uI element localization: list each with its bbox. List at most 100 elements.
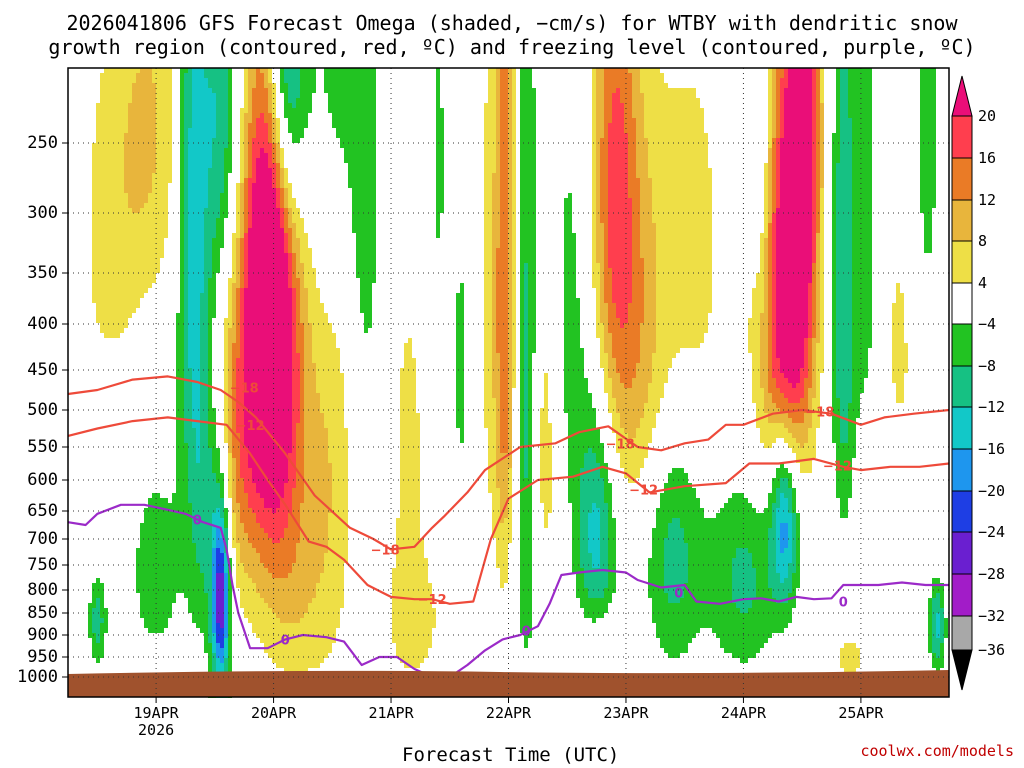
omega-cell	[180, 228, 184, 233]
omega-cell	[212, 628, 216, 633]
omega-cell	[508, 408, 512, 413]
omega-cell	[508, 73, 512, 78]
omega-cell	[812, 208, 816, 213]
omega-cell	[100, 633, 104, 638]
omega-cell	[524, 273, 528, 278]
omega-cell	[592, 143, 596, 148]
omega-cell	[456, 393, 464, 398]
omega-cell	[188, 358, 200, 363]
omega-cell	[208, 428, 216, 433]
omega-cell	[520, 473, 524, 478]
grid-layer	[62, 68, 949, 703]
omega-cell	[768, 378, 776, 383]
omega-cell	[184, 113, 192, 118]
omega-cell	[228, 363, 232, 368]
omega-cell	[920, 113, 936, 118]
omega-cell	[496, 403, 500, 408]
omega-cell	[184, 238, 188, 243]
omega-cell	[832, 218, 836, 223]
omega-cell	[216, 643, 220, 648]
omega-cell	[184, 213, 188, 218]
omega-cell	[768, 153, 772, 158]
omega-cell	[632, 208, 640, 213]
omega-cell	[524, 313, 528, 318]
omega-cell	[140, 603, 172, 608]
omega-cell	[400, 468, 420, 473]
omega-cell	[848, 98, 872, 103]
omega-cell	[456, 318, 464, 323]
omega-cell	[272, 98, 276, 103]
omega-cell	[284, 203, 288, 208]
omega-cell	[320, 578, 344, 583]
omega-cell	[192, 523, 212, 528]
omega-cell	[176, 483, 188, 488]
omega-cell	[252, 203, 276, 208]
omega-cell	[628, 68, 640, 73]
omega-cell	[816, 273, 820, 278]
omega-cell	[768, 108, 772, 113]
omega-cell	[608, 578, 616, 583]
omega-cell	[544, 373, 548, 378]
omega-cell	[644, 118, 704, 123]
omega-cell	[152, 188, 168, 193]
omega-cell	[500, 493, 508, 498]
omega-cell	[832, 188, 836, 193]
omega-cell	[732, 563, 752, 568]
omega-cell	[580, 508, 592, 513]
omega-cell	[500, 218, 508, 223]
omega-cell	[616, 308, 628, 313]
omega-cell	[808, 333, 812, 338]
omega-cell	[580, 598, 612, 603]
omega-cell	[500, 78, 508, 83]
omega-cell	[600, 198, 608, 203]
omega-cell	[564, 273, 576, 278]
omega-cell	[564, 303, 580, 308]
omega-cell	[840, 113, 848, 118]
omega-cell	[600, 513, 608, 518]
omega-cell	[588, 518, 600, 523]
omega-cell	[192, 413, 200, 418]
omega-cell	[820, 263, 824, 268]
omega-cell	[644, 298, 656, 303]
omega-cell	[200, 453, 212, 458]
omega-cell	[236, 493, 248, 498]
omega-cell	[528, 348, 536, 353]
omega-cell	[588, 538, 600, 543]
omega-cell	[352, 223, 376, 228]
omega-cell	[920, 103, 936, 108]
omega-cell	[304, 368, 316, 373]
omega-cell	[396, 538, 424, 543]
omega-cell	[228, 663, 232, 668]
omega-cell	[244, 363, 292, 368]
omega-cell	[176, 473, 188, 478]
omega-cell	[264, 503, 280, 508]
omega-cell	[832, 233, 836, 238]
omega-cell	[248, 78, 256, 83]
omega-cell	[184, 428, 196, 433]
omega-cell	[156, 143, 172, 148]
omega-cell	[100, 88, 132, 93]
omega-cell	[224, 518, 228, 523]
omega-cell	[652, 613, 792, 618]
omega-cell	[184, 258, 188, 263]
omega-cell	[540, 468, 552, 473]
omega-cell	[288, 518, 300, 523]
omega-cell	[664, 573, 688, 578]
omega-cell	[852, 133, 872, 138]
omega-cell	[192, 123, 216, 128]
omega-cell	[200, 358, 208, 363]
omega-cell	[616, 88, 620, 93]
omega-cell	[752, 393, 764, 398]
omega-cell	[300, 78, 316, 83]
omega-cell	[216, 603, 224, 608]
omega-cell	[892, 323, 904, 328]
omega-cell	[520, 173, 536, 178]
omega-cell	[292, 228, 296, 233]
omega-cell	[544, 393, 548, 398]
omega-cell	[232, 423, 236, 428]
omega-cell	[616, 368, 636, 373]
omega-cell	[180, 178, 184, 183]
omega-cell	[752, 553, 768, 558]
omega-cell	[208, 633, 212, 638]
omega-cell	[640, 183, 652, 188]
